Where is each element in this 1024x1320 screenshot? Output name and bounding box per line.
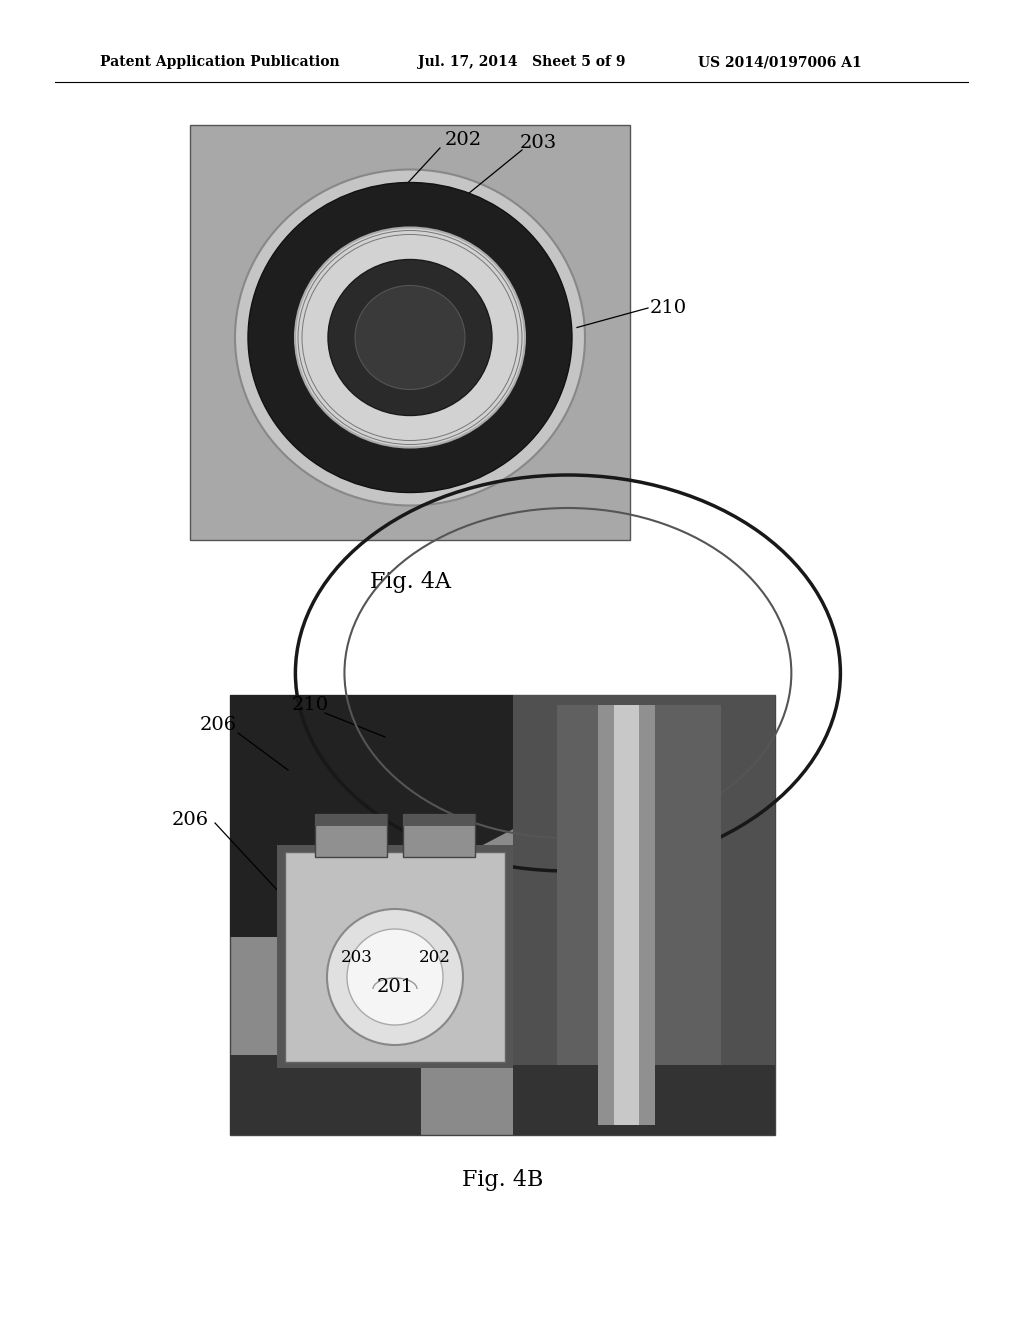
Bar: [230, 696, 775, 1135]
Text: 203: 203: [519, 135, 557, 152]
Bar: [285, 851, 505, 1063]
Text: Fig. 4A: Fig. 4A: [370, 572, 451, 593]
Bar: [557, 705, 721, 1125]
Bar: [598, 705, 655, 1125]
Bar: [230, 1055, 421, 1135]
Bar: [315, 814, 387, 857]
Bar: [513, 1065, 775, 1135]
Bar: [403, 814, 475, 857]
Bar: [614, 705, 639, 1125]
Bar: [278, 845, 513, 1068]
Text: Jul. 17, 2014   Sheet 5 of 9: Jul. 17, 2014 Sheet 5 of 9: [418, 55, 626, 69]
Ellipse shape: [328, 260, 492, 416]
Text: 202: 202: [444, 131, 481, 149]
Text: 202: 202: [419, 949, 451, 965]
Text: 201: 201: [377, 978, 414, 997]
Circle shape: [327, 909, 463, 1045]
Bar: [403, 814, 475, 826]
Ellipse shape: [234, 169, 585, 506]
Text: 206: 206: [200, 715, 237, 734]
Text: 206: 206: [171, 810, 209, 829]
Circle shape: [347, 929, 443, 1026]
Bar: [315, 814, 387, 826]
Ellipse shape: [355, 285, 465, 389]
Text: Fig. 4B: Fig. 4B: [462, 1170, 543, 1191]
Text: US 2014/0197006 A1: US 2014/0197006 A1: [698, 55, 862, 69]
Text: Patent Application Publication: Patent Application Publication: [100, 55, 340, 69]
PathPatch shape: [230, 696, 585, 937]
Ellipse shape: [295, 227, 525, 447]
Text: 210: 210: [292, 696, 329, 714]
Bar: [513, 696, 775, 1135]
Ellipse shape: [248, 182, 572, 492]
Text: 210: 210: [649, 300, 686, 317]
Bar: [190, 125, 630, 540]
Text: 203: 203: [341, 949, 373, 965]
